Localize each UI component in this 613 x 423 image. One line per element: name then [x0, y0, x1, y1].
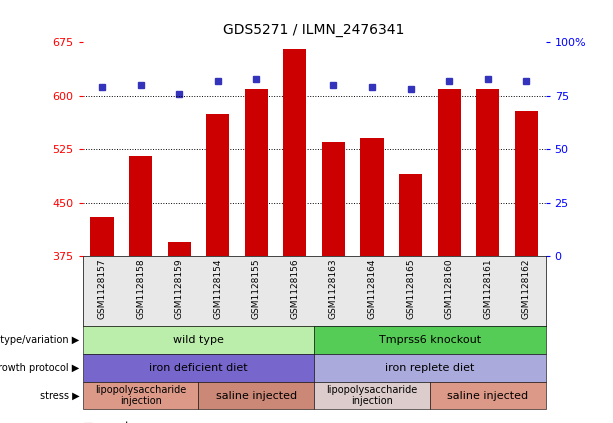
Bar	[283, 49, 306, 256]
Bar	[360, 138, 384, 256]
Bar	[476, 88, 499, 256]
Text: ■: ■	[83, 421, 93, 423]
Text: wild type: wild type	[173, 335, 224, 345]
Text: lipopolysaccharide
injection: lipopolysaccharide injection	[95, 385, 186, 407]
Text: growth protocol ▶: growth protocol ▶	[0, 363, 80, 373]
Text: count: count	[98, 421, 129, 423]
Text: iron replete diet: iron replete diet	[385, 363, 474, 373]
Text: saline injected: saline injected	[447, 390, 528, 401]
Text: saline injected: saline injected	[216, 390, 297, 401]
Bar	[206, 113, 229, 256]
Bar	[91, 217, 113, 256]
Bar	[129, 156, 152, 256]
Text: genotype/variation ▶: genotype/variation ▶	[0, 335, 80, 345]
Title: GDS5271 / ILMN_2476341: GDS5271 / ILMN_2476341	[224, 23, 405, 37]
Bar	[245, 88, 268, 256]
Bar	[322, 142, 345, 256]
Text: stress ▶: stress ▶	[40, 390, 80, 401]
Bar	[515, 111, 538, 256]
Bar	[438, 88, 461, 256]
Text: lipopolysaccharide
injection: lipopolysaccharide injection	[326, 385, 417, 407]
Text: Tmprss6 knockout: Tmprss6 knockout	[379, 335, 481, 345]
Bar	[167, 242, 191, 256]
Bar	[399, 174, 422, 256]
Text: iron deficient diet: iron deficient diet	[149, 363, 248, 373]
